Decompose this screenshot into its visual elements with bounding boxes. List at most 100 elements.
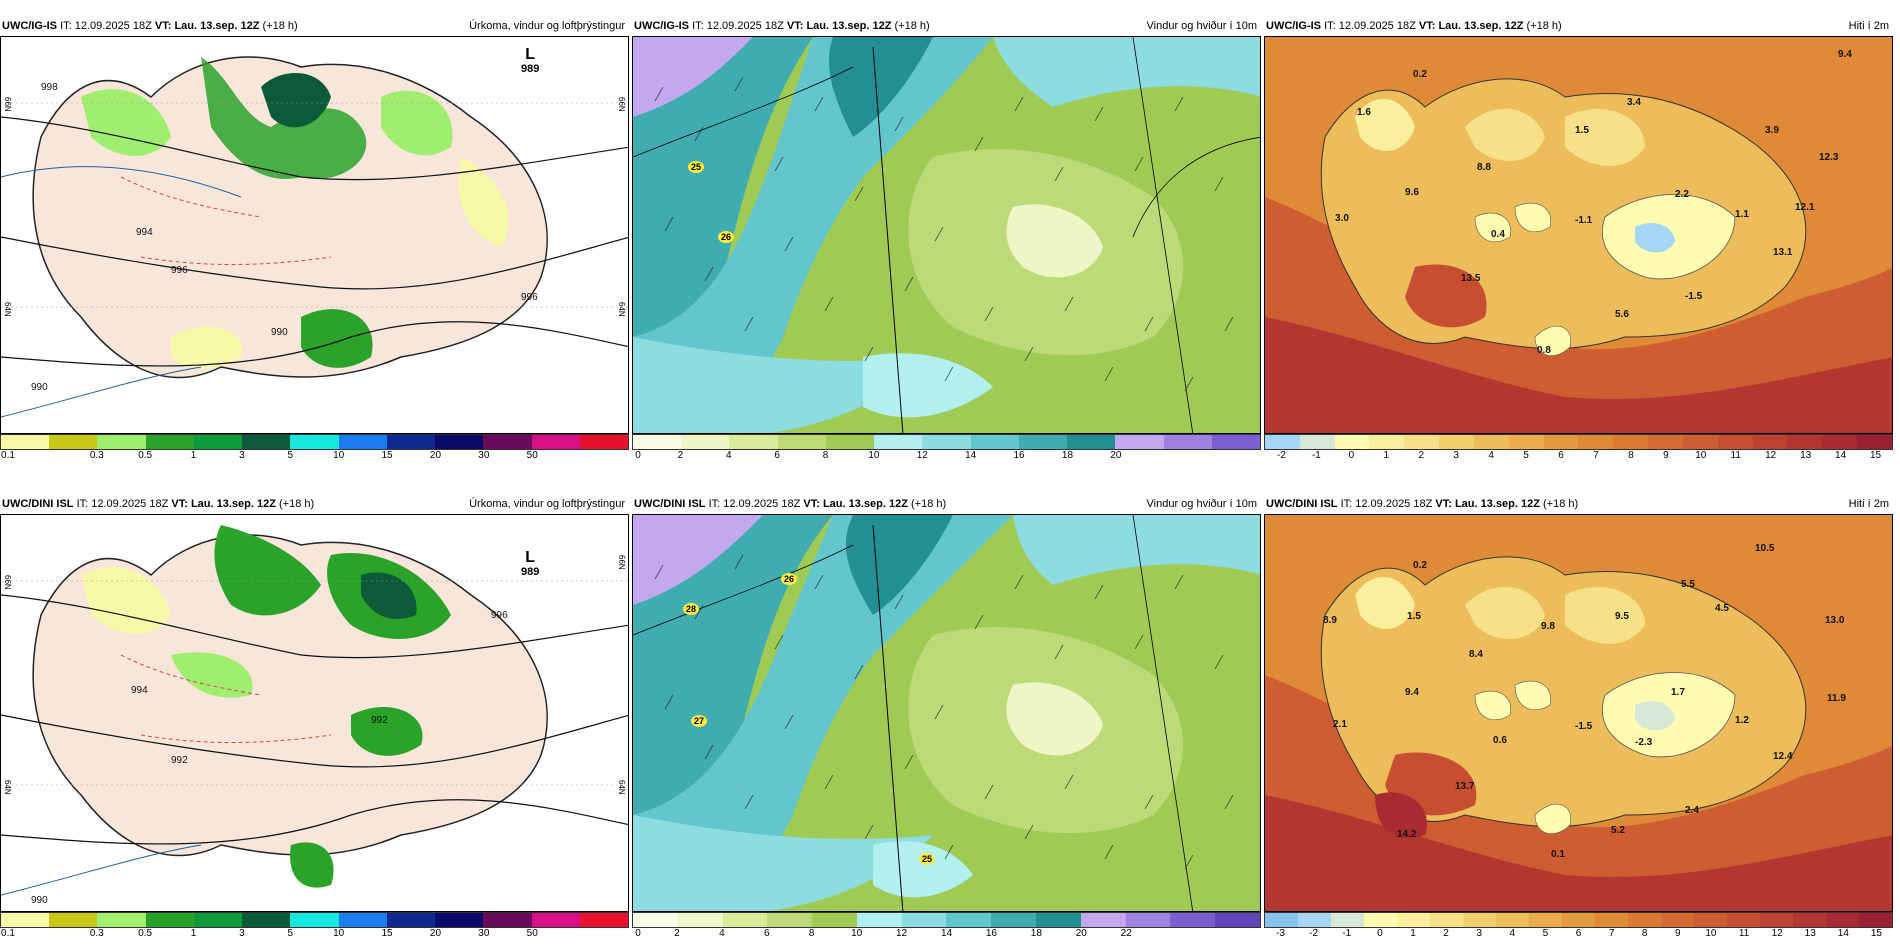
map-temp[interactable]: 9.4 0.2 3.4 1.6 1.5 3.9 8.8 12.3 9.6 2.2… [1264, 36, 1893, 434]
legend-swatch [97, 913, 146, 927]
isobar-label: 998 [41, 82, 58, 93]
legend-swatch [579, 435, 629, 449]
temp-label: 14.2 [1397, 829, 1417, 840]
isobar-label: 992 [371, 715, 388, 726]
legend-wind: 0 2 4 6 8 10 12 14 16 18 20 22 [632, 912, 1261, 939]
legend-swatch [722, 913, 768, 927]
temp-label: 1.1 [1735, 209, 1749, 220]
map-wind[interactable]: 25 26 [632, 36, 1261, 434]
legend-tick-label: 14 [1837, 928, 1849, 939]
temp-label: 1.5 [1575, 125, 1589, 136]
legend-tick-label: 12 [1765, 450, 1777, 461]
legend-tick-label: 0.3 [89, 450, 104, 461]
lat-label: 64N [3, 780, 12, 795]
lat-label: 64N [617, 302, 626, 317]
legend-tick-label: 12 [1771, 928, 1783, 939]
legend-swatch [1170, 913, 1216, 927]
legend-swatch [338, 913, 387, 927]
legend-tick-label: 3 [1476, 928, 1482, 939]
lat-label: 66N [617, 97, 626, 112]
panel-header: UWC/IG-IS IT: 12.09.2025 18Z VT: Lau. 13… [1264, 18, 1893, 34]
gust-label: 28 [683, 603, 700, 615]
legend-tick-label: 9 [1675, 928, 1681, 939]
temp-label: 0.1 [1551, 849, 1565, 860]
legend-tick-label: 2 [674, 928, 680, 939]
legend-swatch [874, 435, 923, 449]
map-precip[interactable]: L 989 66N 64N 64N 66N 994 992 990 992 99… [0, 514, 629, 912]
init-time: 12.09.2025 18Z [1355, 498, 1433, 510]
low-letter: L [525, 46, 536, 63]
temp-map-svg [1265, 37, 1892, 433]
map-wind[interactable]: 28 26 27 25 [632, 514, 1261, 912]
legend-swatch [1661, 913, 1694, 927]
legend-swatch [767, 913, 813, 927]
wind-map-svg [633, 37, 1260, 433]
map-precip[interactable]: L 989 66N 64N 64N 66N 998 994 990 990 99… [0, 36, 629, 434]
legend-swatch [1067, 435, 1116, 449]
legend-bar [632, 434, 1261, 450]
legend-tick-label: 15 [1870, 928, 1882, 939]
legend-tick-label: 1 [190, 450, 197, 461]
legend-tick-label: 0.5 [138, 450, 153, 461]
lat-label: 66N [617, 555, 626, 570]
temp-label: 1.7 [1671, 687, 1685, 698]
temp-label: 9.4 [1405, 687, 1419, 698]
temp-label: 13.0 [1825, 615, 1845, 626]
panel-precip-dini: UWC/DINI ISL IT: 12.09.2025 18Z VT: Lau.… [0, 478, 629, 939]
legend-tick-label: 22 [1120, 928, 1132, 939]
legend-swatch [777, 435, 826, 449]
isobar-label: 994 [131, 685, 148, 696]
temp-label: 3.9 [1765, 125, 1779, 136]
temp-label: 9.6 [1405, 187, 1419, 198]
temp-label: -1.5 [1685, 291, 1703, 302]
legend-swatch [97, 435, 146, 449]
isobar-label: 990 [31, 382, 48, 393]
panel-precip-igis: UWC/IG-IS IT: 12.09.2025 18Z VT: Lau. 13… [0, 0, 629, 461]
legend-swatch [435, 913, 484, 927]
temp-label: 1.6 [1357, 107, 1371, 118]
low-pressure-label: L 989 [521, 550, 539, 579]
legend-tick-label: 0.3 [89, 928, 104, 939]
legend-swatch [1543, 435, 1579, 449]
legend-swatch [386, 913, 436, 927]
legend-ticks: 0 2 4 6 8 10 12 14 16 18 20 22 [632, 928, 1261, 940]
legend-swatch [579, 913, 629, 927]
legend-tick-label: 8 [808, 928, 815, 939]
panel-title: Hiti í 2m [1848, 498, 1889, 510]
panel-wind-dini: UWC/DINI ISL IT: 12.09.2025 18Z VT: Lau.… [632, 478, 1261, 939]
valid-time: VT: Lau. 13.sep. 12Z [1435, 498, 1540, 510]
legend-swatch [193, 435, 243, 449]
legend-tick-label: 5 [287, 450, 294, 461]
temp-label: 2.2 [1675, 189, 1689, 200]
legend-bar [632, 912, 1261, 928]
legend-swatch [1018, 435, 1068, 449]
legend-swatch [1752, 435, 1788, 449]
it-label: IT: [76, 498, 89, 510]
gust-label: 25 [919, 853, 936, 865]
temp-label: 0.6 [1493, 735, 1507, 746]
legend-ticks: 0.1 0.3 0.5 1 3 5 10 15 20 30 50 [0, 928, 629, 940]
legend-tick-label: 0.5 [138, 928, 153, 939]
temp-label: 1.2 [1735, 715, 1749, 726]
legend-swatch [49, 913, 98, 927]
legend-swatch [991, 913, 1037, 927]
legend-tick-label: 15 [381, 450, 393, 461]
header-left: UWC/DINI ISL IT: 12.09.2025 18Z VT: Lau.… [2, 496, 314, 512]
legend-tick-label: 0 [635, 928, 641, 939]
it-label: IT: [692, 20, 704, 32]
legend-tick-label: 2 [677, 450, 684, 461]
map-temp[interactable]: 10.5 0.2 5.5 8.9 1.5 4.5 9.8 9.5 13.0 8.… [1264, 514, 1893, 912]
panel-temp-igis: UWC/IG-IS IT: 12.09.2025 18Z VT: Lau. 13… [1264, 0, 1893, 461]
temp-label: 3.4 [1627, 97, 1641, 108]
legend-tick-label: 5 [287, 928, 294, 939]
temp-label: 2.1 [1333, 719, 1347, 730]
legend-swatch [145, 913, 194, 927]
panel-title: Hiti í 2m [1848, 20, 1889, 32]
legend-swatch [1496, 913, 1529, 927]
legend-swatch [1760, 913, 1793, 927]
legend-tick-label: 11 [1738, 928, 1750, 939]
precip-map-svg [1, 515, 628, 911]
isobar-label: 996 [491, 610, 508, 621]
legend-swatch [483, 913, 532, 927]
legend-tick-label: 20 [429, 450, 442, 461]
